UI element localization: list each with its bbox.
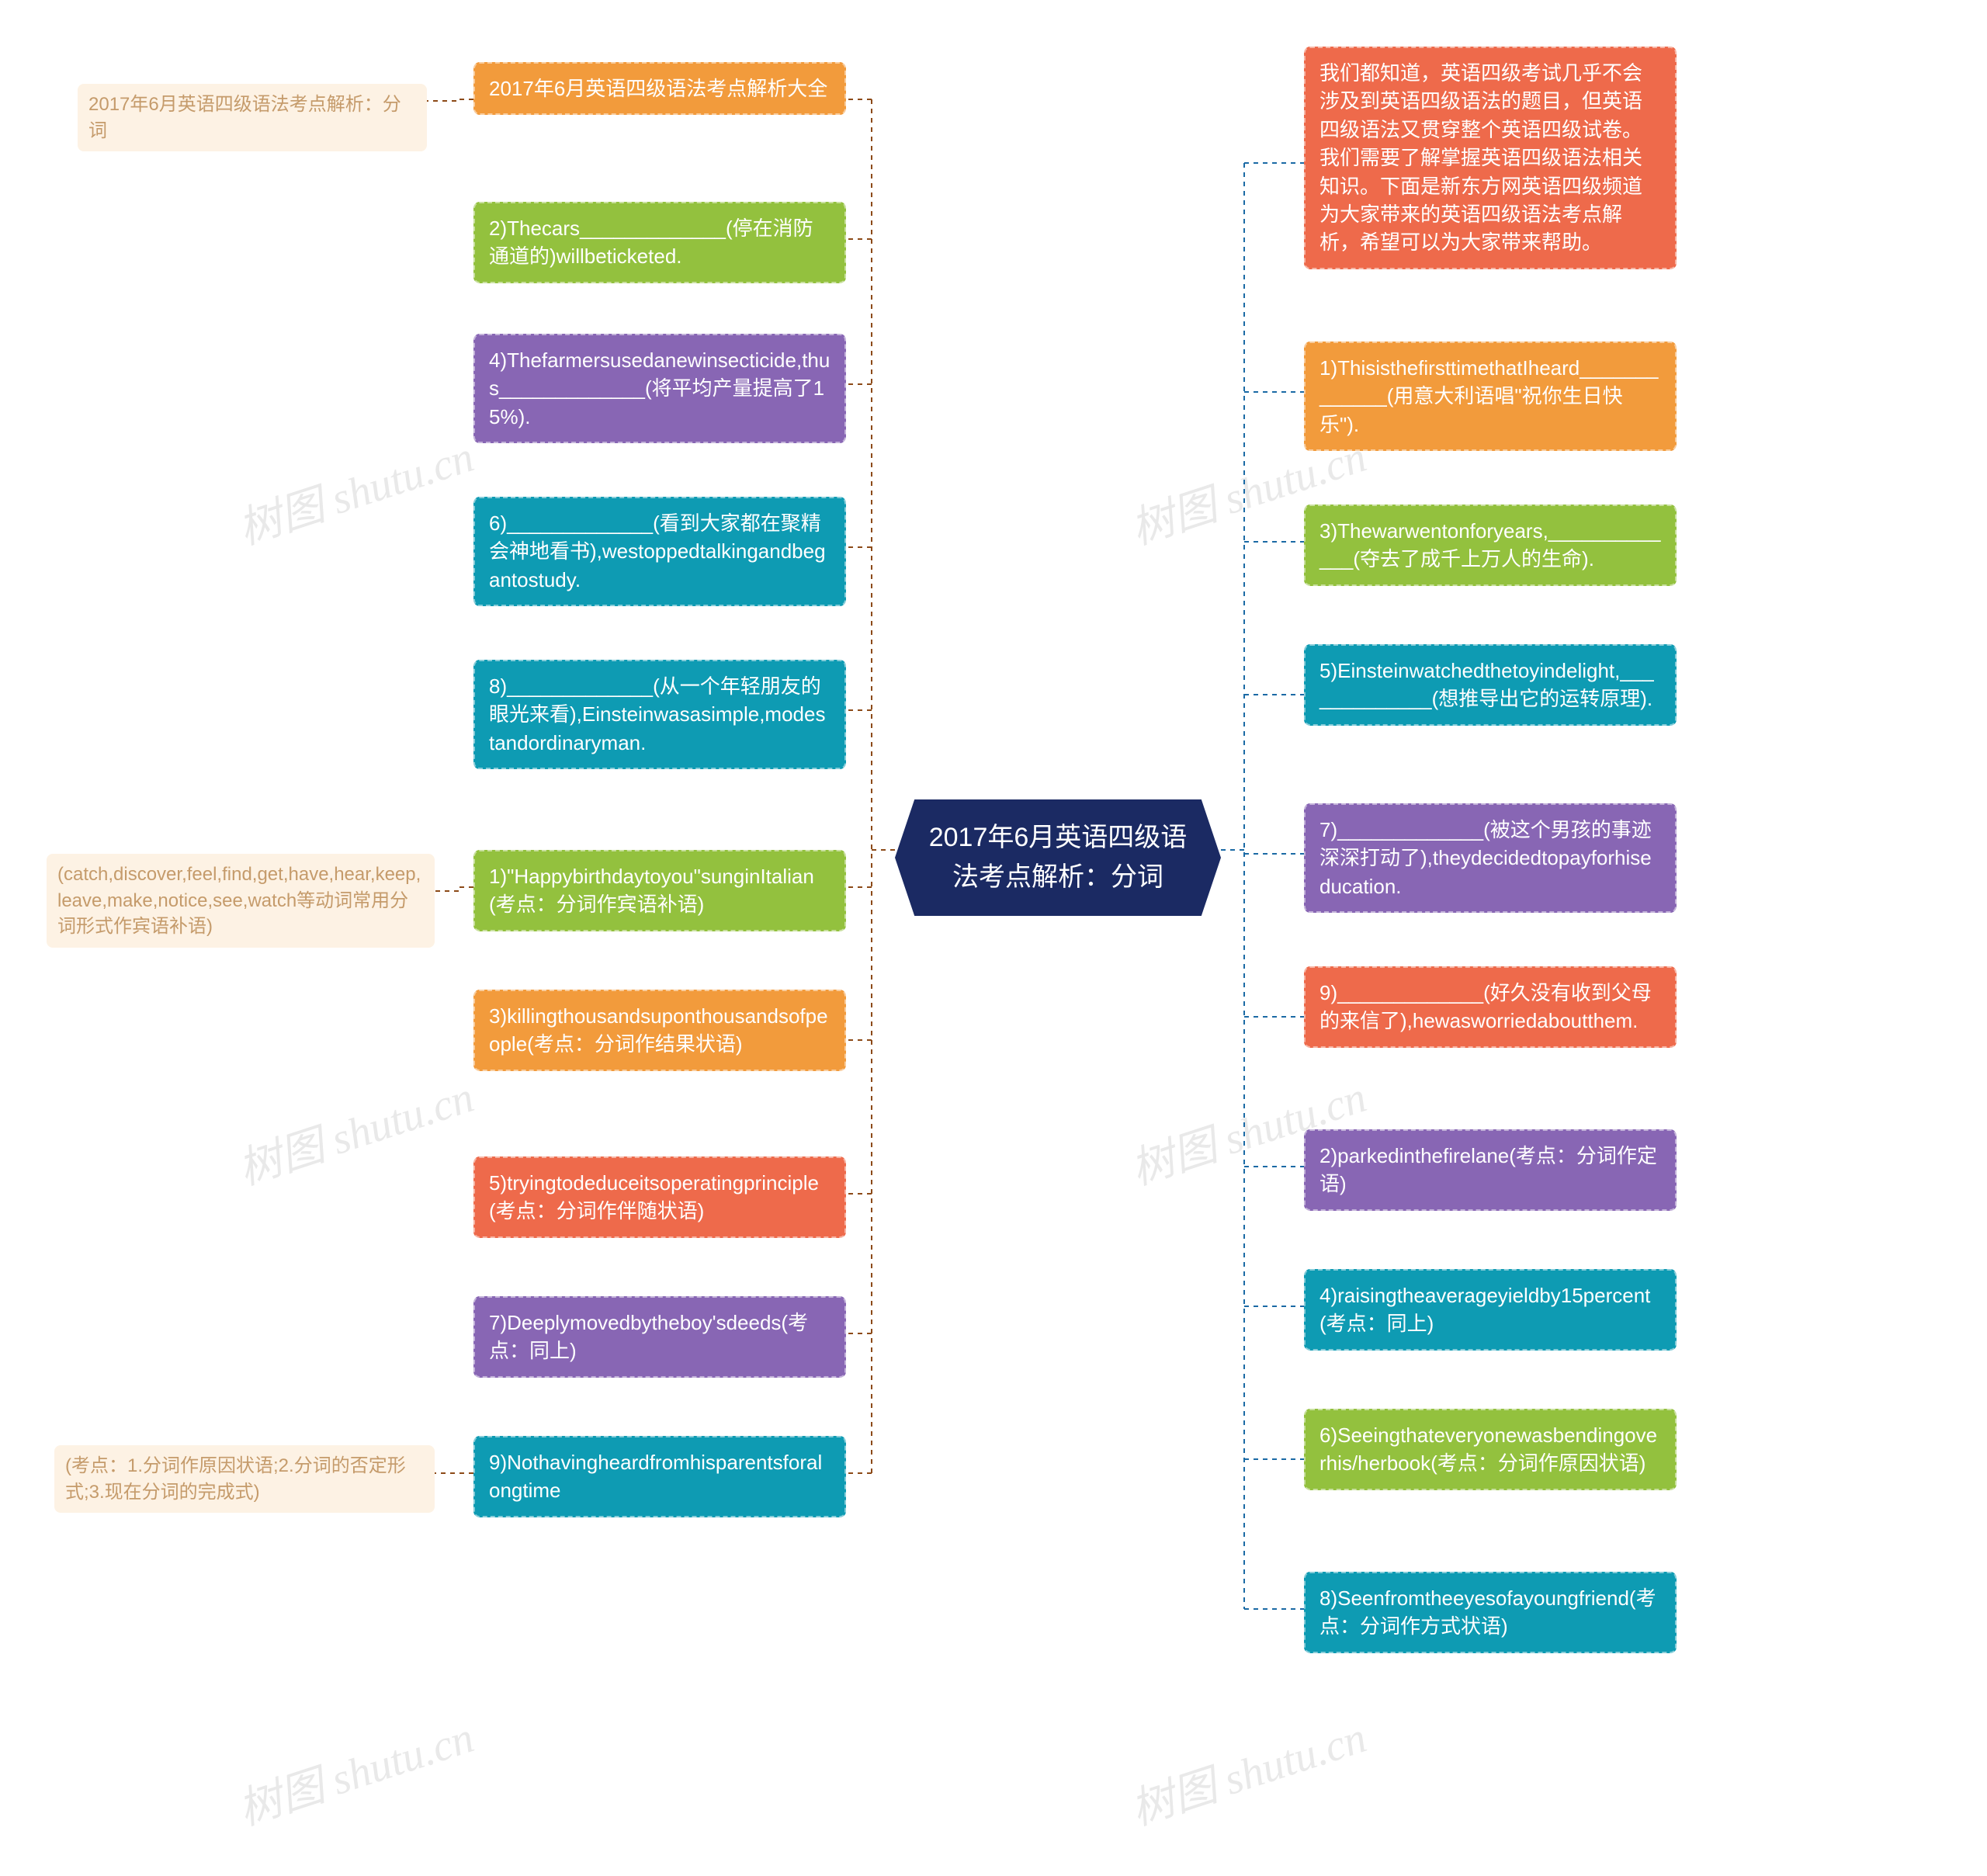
left-node-0: 2017年6月英语四级语法考点解析大全 bbox=[473, 62, 846, 115]
left-node-8: 7)Deeplymovedbytheboy'sdeeds(考点：同上) bbox=[473, 1296, 846, 1378]
left-node-3: 6)_____________(看到大家都在聚精会神地看书),westopped… bbox=[473, 497, 846, 606]
left-node-5: 1)"Happybirthdaytoyou"sunginItalian(考点：分… bbox=[473, 850, 846, 931]
right-node-5: 9)_____________(好久没有收到父母的来信了),hewasworri… bbox=[1304, 966, 1677, 1048]
watermark: 树图 shutu.cn bbox=[229, 1702, 480, 1837]
left-node-2: 4)Thefarmersusedanewinsecticide,thus____… bbox=[473, 334, 846, 443]
mindmap-canvas: 树图 shutu.cn 树图 shutu.cn 树图 shutu.cn 树图 s… bbox=[0, 0, 1987, 1876]
right-node-6: 2)parkedinthefirelane(考点：分词作定语) bbox=[1304, 1129, 1677, 1211]
tertiary-node-1: (catch,discover,feel,find,get,have,hear,… bbox=[47, 854, 435, 948]
right-node-1: 1)ThisisthefirsttimethatIheard__________… bbox=[1304, 342, 1677, 451]
tertiary-node-2: (考点：1.分词作原因状语;2.分词的否定形式;3.现在分词的完成式) bbox=[54, 1445, 435, 1513]
left-node-1: 2)Thecars_____________(停在消防通道的)willbetic… bbox=[473, 202, 846, 283]
tertiary-node-0: 2017年6月英语四级语法考点解析：分词 bbox=[78, 84, 427, 151]
right-node-0: 我们都知道，英语四级考试几乎不会涉及到英语四级语法的题目，但英语四级语法又贯穿整… bbox=[1304, 47, 1677, 269]
left-node-4: 8)_____________(从一个年轻朋友的眼光来看),Einsteinwa… bbox=[473, 660, 846, 769]
left-node-7: 5)tryingtodeduceitsoperatingprinciple(考点… bbox=[473, 1156, 846, 1238]
watermark: 树图 shutu.cn bbox=[229, 421, 480, 557]
watermark: 树图 shutu.cn bbox=[1122, 1702, 1373, 1837]
right-node-3: 5)Einsteinwatchedthetoyindelight,_______… bbox=[1304, 644, 1677, 726]
center-topic: 2017年6月英语四级语法考点解析：分词 bbox=[895, 799, 1221, 916]
right-node-9: 8)Seenfromtheeyesofayoungfriend(考点：分词作方式… bbox=[1304, 1572, 1677, 1653]
right-node-2: 3)Thewarwentonforyears,_____________(夺去了… bbox=[1304, 505, 1677, 586]
right-node-8: 6)Seeingthateveryonewasbendingoverhis/he… bbox=[1304, 1409, 1677, 1490]
left-node-9: 9)Nothavingheardfromhisparentsforalongti… bbox=[473, 1436, 846, 1517]
right-node-7: 4)raisingtheaverageyieldby15percent(考点：同… bbox=[1304, 1269, 1677, 1351]
left-node-6: 3)killingthousandsuponthousandsofpeople(… bbox=[473, 990, 846, 1071]
watermark: 树图 shutu.cn bbox=[229, 1062, 480, 1197]
right-node-4: 7)_____________(被这个男孩的事迹深深打动了),theydecid… bbox=[1304, 803, 1677, 913]
